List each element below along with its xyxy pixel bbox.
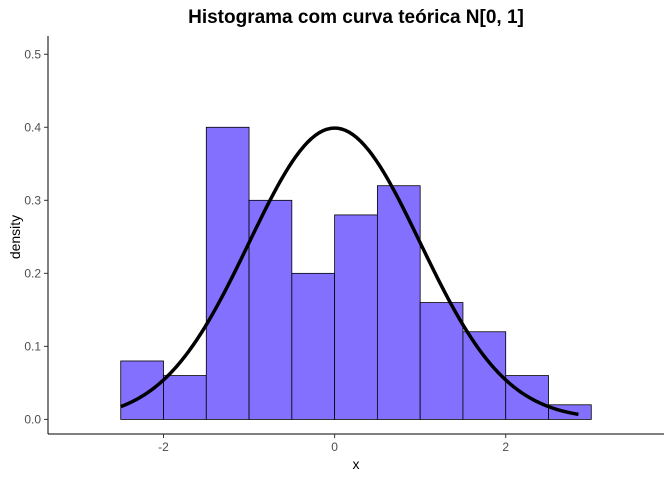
histogram-bar-1 [163, 375, 207, 420]
y-tick-label: 0.2 [24, 266, 41, 280]
histogram-bar-2 [205, 126, 250, 420]
histogram-bar-3 [248, 199, 293, 420]
x-tick-label: -2 [158, 440, 169, 454]
y-tick-label: 0.0 [24, 412, 41, 426]
normal-curve-line [120, 126, 579, 417]
y-axis-label: density [7, 215, 23, 259]
y-tick-label: 0.3 [24, 193, 41, 207]
x-axis-label: x [353, 456, 360, 472]
histogram-bar-4 [291, 272, 336, 420]
normal-curve [120, 126, 579, 417]
histogram-bar-5 [334, 214, 378, 420]
histogram-bar-7 [419, 302, 464, 420]
histogram-bar-8 [462, 331, 507, 420]
y-tick-label: 0.4 [24, 120, 41, 134]
axes: 0.0 0.1 0.2 0.3 0.4 0.5 -2 0 2 [24, 36, 664, 454]
x-tick-label: 0 [331, 440, 338, 454]
y-tick-label: 0.1 [24, 339, 41, 353]
histogram-bars [120, 126, 592, 420]
histogram-bar-6 [376, 185, 421, 420]
histogram-bar-0 [120, 360, 164, 420]
y-tick-label: 0.5 [24, 47, 41, 61]
x-tick-label: 2 [502, 440, 509, 454]
chart-title: Histograma com curva teórica N[0, 1] [188, 7, 524, 28]
